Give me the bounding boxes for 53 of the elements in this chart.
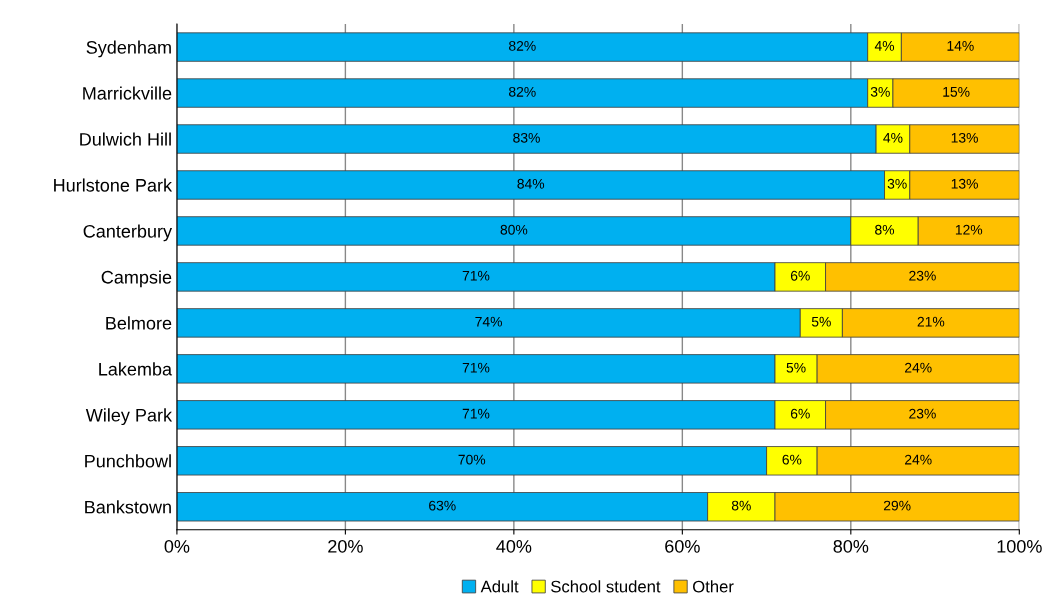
y-tick-label: Belmore xyxy=(106,316,172,330)
data-label: 6% xyxy=(790,408,810,419)
data-label: 24% xyxy=(905,362,932,373)
data-label: 71% xyxy=(462,362,490,373)
data-label: 4% xyxy=(883,132,903,143)
data-label: 82% xyxy=(508,40,536,51)
data-label: 80% xyxy=(500,224,528,235)
data-label: 4% xyxy=(874,41,895,51)
data-label: 3% xyxy=(870,86,890,97)
data-label: 82% xyxy=(508,86,536,97)
data-label: 12% xyxy=(955,224,983,235)
data-label: 14% xyxy=(947,41,974,51)
y-tick-label: Canterbury xyxy=(83,224,173,242)
y-tick-label: Dulwich Hill xyxy=(80,132,171,146)
data-label: 63% xyxy=(429,500,456,511)
x-tick-label: 40% xyxy=(496,539,532,553)
y-tick-label: Bankstown xyxy=(85,500,171,514)
data-label: 83% xyxy=(513,132,540,143)
data-label: 8% xyxy=(731,500,751,511)
y-tick-label: Campsie xyxy=(101,270,172,288)
data-label: 6% xyxy=(782,454,802,465)
data-label: 23% xyxy=(909,408,936,419)
x-tick-label: 100% xyxy=(997,539,1042,553)
data-label: 21% xyxy=(917,316,945,327)
x-tick-label: 0% xyxy=(164,539,190,553)
legend-label: School student xyxy=(551,580,661,593)
y-tick-label: Lakemba xyxy=(99,362,173,376)
data-label: 70% xyxy=(458,454,486,465)
data-label: 13% xyxy=(951,178,978,189)
data-label: 13% xyxy=(951,132,978,143)
x-tick-label: 80% xyxy=(833,539,869,553)
data-label: 5% xyxy=(786,362,806,373)
data-label: 74% xyxy=(475,316,502,327)
data-label: 3% xyxy=(887,178,907,189)
data-label: 15% xyxy=(943,86,970,97)
data-label: 71% xyxy=(462,270,490,281)
data-label: 8% xyxy=(875,224,895,235)
y-tick-label: Sydenham xyxy=(86,40,171,58)
data-label: 6% xyxy=(790,270,810,281)
y-tick-label: Hurlstone Park xyxy=(54,178,173,192)
legend-label: Other xyxy=(693,580,734,593)
legend-label: Adult xyxy=(480,580,519,593)
y-tick-label: Wiley Park xyxy=(85,408,173,426)
x-tick-label: 20% xyxy=(328,539,363,553)
y-tick-label: Punchbowl xyxy=(85,454,171,468)
data-label: 29% xyxy=(883,500,911,511)
data-label: 5% xyxy=(811,316,831,327)
data-label: 71% xyxy=(462,408,490,419)
data-label: 24% xyxy=(905,454,932,465)
y-tick-label: Marrickville xyxy=(83,86,172,100)
x-tick-label: 60% xyxy=(665,539,700,553)
data-label: 23% xyxy=(909,270,936,281)
data-label: 84% xyxy=(517,178,545,189)
